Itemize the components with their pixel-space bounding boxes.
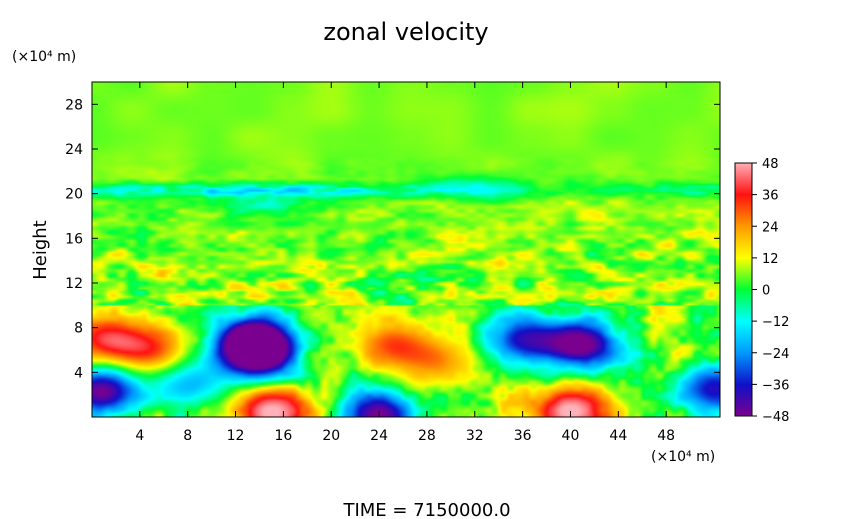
plot-frame <box>91 81 721 418</box>
y-tick-label: 28 <box>65 97 83 113</box>
chart-title: zonal velocity <box>323 18 488 46</box>
colorbar-tick-label: 48 <box>762 157 779 172</box>
colorbar-gradient <box>735 163 752 416</box>
colorbar-tick-label: −24 <box>762 347 789 362</box>
x-tick-label: 24 <box>370 428 388 444</box>
x-tick-label: 4 <box>135 428 144 444</box>
y-tick-label: 20 <box>65 187 83 203</box>
y-axis: 4 8 12 16 20 24 28 <box>65 97 720 381</box>
colorbar-tick-label: 12 <box>762 252 779 267</box>
x-tick-label: 12 <box>227 428 245 444</box>
x-tick-label: 36 <box>514 428 532 444</box>
y-unit-label: (×10⁴ m) <box>12 49 76 65</box>
x-tick-label: 48 <box>657 428 675 444</box>
y-tick-label: 16 <box>65 231 83 247</box>
x-tick-label: 8 <box>183 428 192 444</box>
y-tick-label: 8 <box>74 321 83 337</box>
x-tick-label: 20 <box>322 428 340 444</box>
heatmap-image <box>92 82 720 417</box>
y-tick-label: 24 <box>65 142 83 158</box>
x-tick-label: 32 <box>466 428 484 444</box>
y-tick-label: 4 <box>74 365 83 381</box>
colorbar-ticks: 48 36 24 12 0 −12 −24 −36 −48 <box>752 157 789 425</box>
y-tick-label: 12 <box>65 276 83 292</box>
x-tick-label: 28 <box>418 428 436 444</box>
colorbar-tick-label: 0 <box>762 284 770 299</box>
x-axis: 4 8 12 16 20 24 28 32 36 40 44 48 <box>135 82 675 444</box>
colorbar-tick-label: 24 <box>762 220 779 235</box>
time-label: TIME = 7150000.0 <box>342 500 510 519</box>
y-axis-label: Height <box>30 220 51 280</box>
colorbar: 48 36 24 12 0 −12 −24 −36 −48 <box>734 157 789 425</box>
plot-area <box>91 81 721 418</box>
colorbar-tick-label: 36 <box>762 189 779 204</box>
x-tick-label: 16 <box>274 428 292 444</box>
x-tick-label: 40 <box>562 428 580 444</box>
colorbar-tick-label: −48 <box>762 410 789 425</box>
colorbar-tick-label: −36 <box>762 378 789 393</box>
colorbar-tick-label: −12 <box>762 315 789 330</box>
x-unit-label: (×10⁴ m) <box>651 449 715 465</box>
x-tick-label: 44 <box>609 428 627 444</box>
